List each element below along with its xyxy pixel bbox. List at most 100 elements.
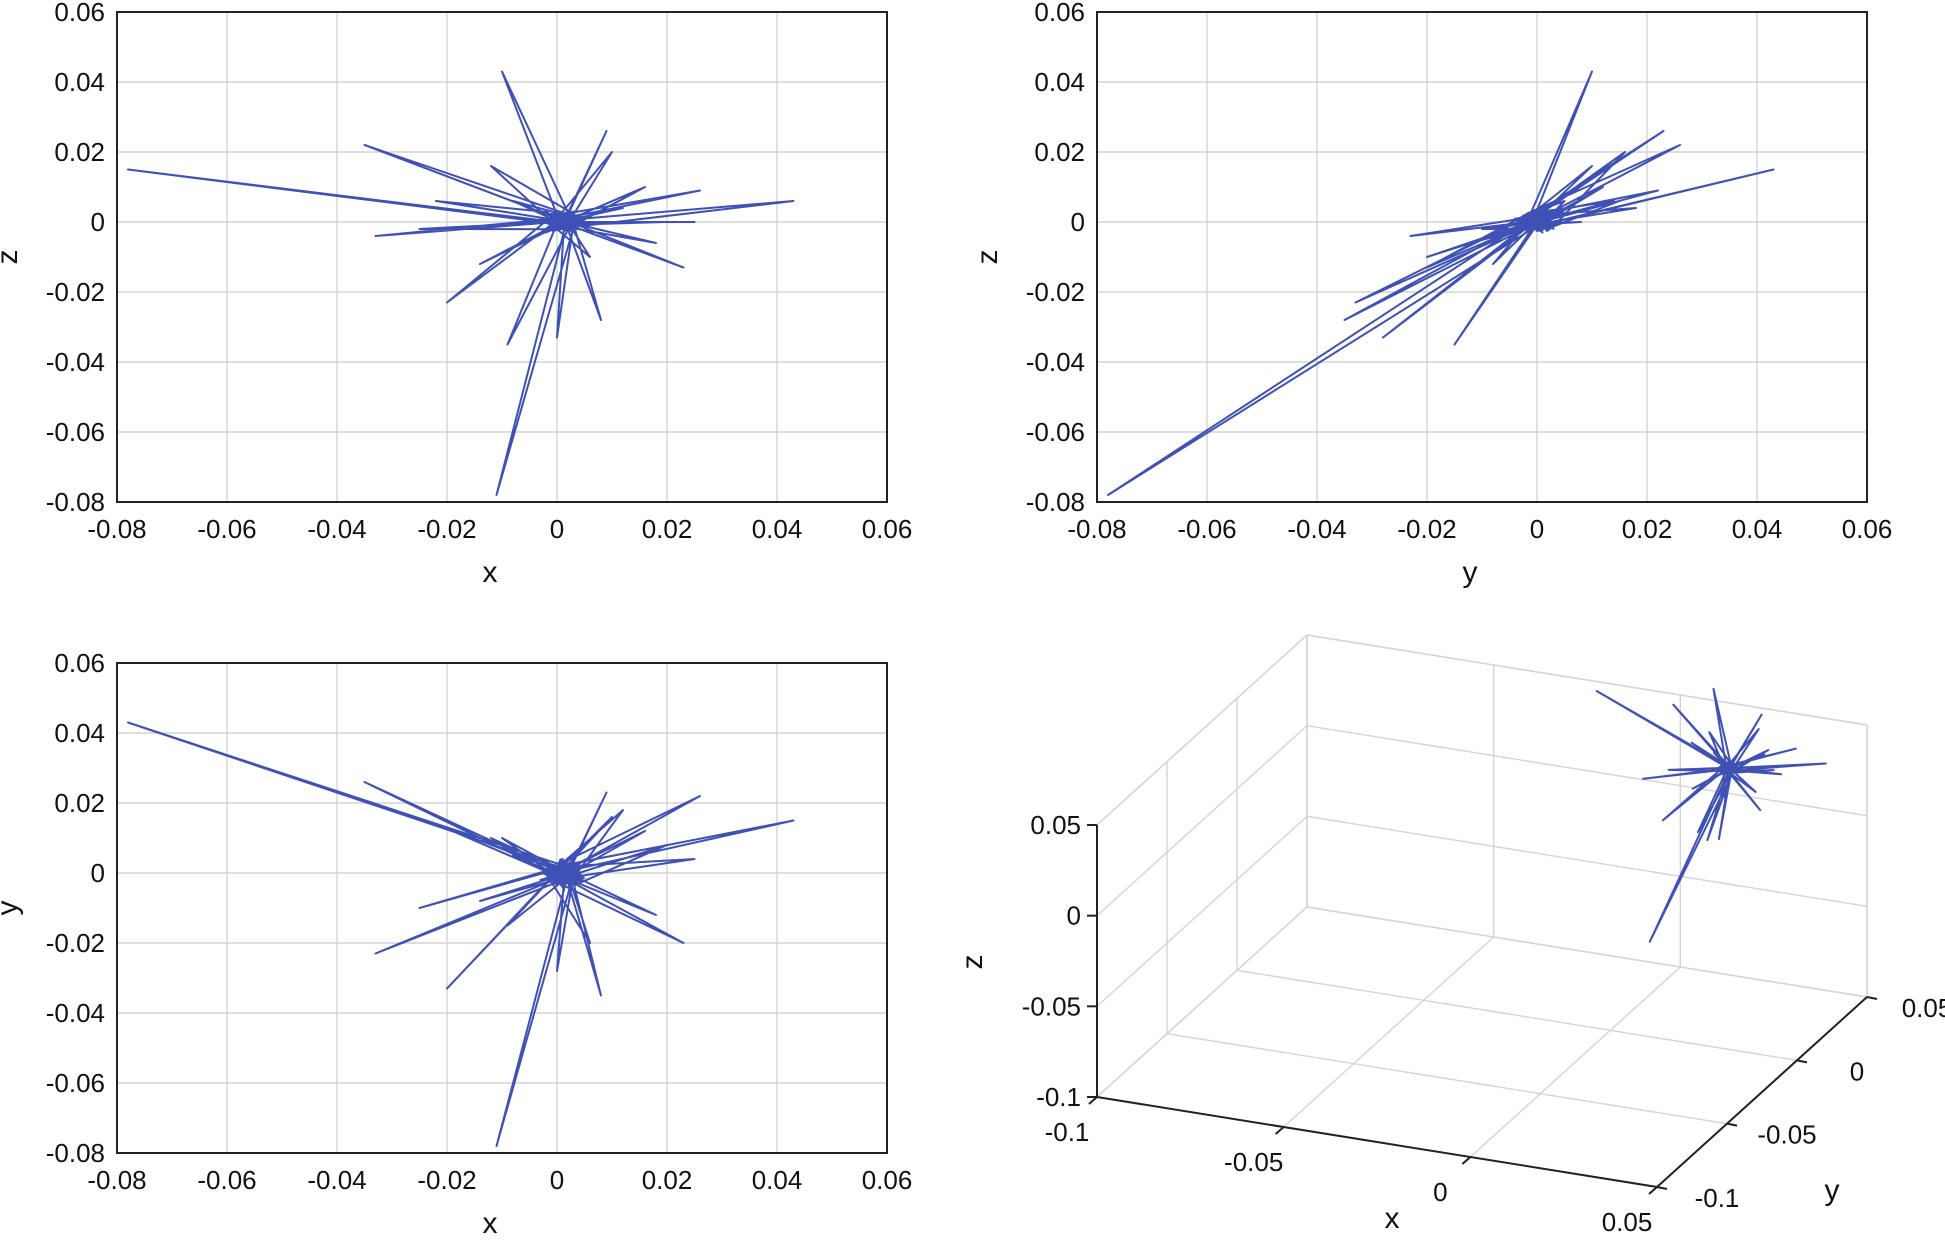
y-tick-mark	[1726, 1122, 1738, 1127]
y-tick-label: -0.08	[1026, 487, 1085, 517]
x-axis-label: x	[1385, 1202, 1400, 1235]
x-tick-label: 0.02	[642, 1165, 693, 1195]
axes-frame	[116, 662, 888, 1154]
y-tick-label: 0.05	[1902, 993, 1945, 1023]
trajectory-line	[1107, 70, 1775, 496]
x-tick-label: -0.08	[87, 514, 146, 544]
grid-line-back-z	[1306, 815, 1868, 908]
y-tick-label: 0.04	[54, 718, 105, 748]
grid-line-back-z	[1306, 724, 1868, 817]
x-tick-label: 0.02	[642, 514, 693, 544]
x-tick-mark	[1088, 1096, 1098, 1105]
x-tick-label: 0	[1433, 1177, 1447, 1207]
z-tick-label: -0.1	[1036, 1082, 1081, 1112]
x-axis-label: x	[483, 1207, 498, 1240]
axes-frame	[1096, 11, 1868, 503]
x-tick-label: -0.08	[87, 1165, 146, 1195]
y-axis-label: z	[971, 250, 1004, 265]
x-tick-label: -0.06	[1177, 514, 1236, 544]
y-axis-label: y	[0, 901, 24, 916]
panel-yz: -0.08 -0.06 -0.04 -0.02 0 0.02 0.04 0.06 -0.08 -0…	[971, 0, 1892, 589]
x-tick-label: 0.06	[1842, 514, 1893, 544]
y-axis-label: y	[1825, 1174, 1840, 1207]
x-tick-label: -0.02	[417, 514, 476, 544]
trajectory-line	[127, 721, 795, 1147]
x-axis-label: x	[483, 556, 498, 589]
y-tick-label: -0.04	[1026, 347, 1085, 377]
grid-line-side-z	[1096, 815, 1308, 1007]
grid-line-floor-y	[1236, 969, 1798, 1062]
z-tick-label: 0.05	[1030, 810, 1081, 840]
x-tick-mark	[1648, 1186, 1658, 1195]
y-tick-label: -0.06	[1026, 417, 1085, 447]
grid-line-floor-y	[1166, 1032, 1728, 1125]
x-tick-label: 0.04	[752, 514, 803, 544]
z-axis-label: z	[956, 955, 989, 970]
y-tick-label: -0.08	[46, 487, 105, 517]
axes-frame	[116, 11, 888, 503]
y-tick-label: 0.02	[1034, 137, 1085, 167]
y-tick-label: 0	[1850, 1056, 1864, 1086]
y-tick-label: 0.06	[54, 648, 105, 678]
panel-xyz-3d: -0.1 -0.05 0 0.05 -0.1 -0.05 0 0.05 -0.1 -0.05 0 0.…	[956, 634, 1945, 1237]
y-tick-label: 0	[91, 207, 105, 237]
y-tick-mark	[1656, 1186, 1668, 1190]
x-tick-label: 0.04	[752, 1165, 803, 1195]
y-tick-label: 0.02	[54, 137, 105, 167]
panel-xz: -0.08 -0.06 -0.04 -0.02 0 0.02 0.04 0.06 -0.08 -0…	[0, 0, 912, 589]
pane-edge	[1306, 634, 1868, 726]
x-tick-label: 0.04	[1732, 514, 1783, 544]
grid-line-floor-x	[1283, 936, 1495, 1128]
trajectory-line-3d	[1595, 687, 1827, 943]
y-tick-label: -0.08	[46, 1138, 105, 1168]
grid-line-side-z	[1096, 725, 1308, 917]
y-tick-label: -0.02	[46, 928, 105, 958]
y-tick-mark	[1796, 1059, 1808, 1064]
x-tick-label: -0.06	[197, 514, 256, 544]
y-tick-label: 0.06	[1034, 0, 1085, 27]
y-axis-label: z	[0, 250, 24, 265]
grid-line-back-z	[1306, 906, 1868, 998]
y-tick-mark	[1866, 996, 1878, 1000]
y-tick-label: -0.04	[46, 347, 105, 377]
y-tick-label: -0.06	[46, 417, 105, 447]
y-tick-label: -0.05	[1757, 1120, 1816, 1150]
grid-line-side-z	[1096, 906, 1308, 1098]
x-tick-label: 0.02	[1622, 514, 1673, 544]
x-tick-label: 0.06	[862, 1165, 913, 1195]
x-tick-label: -0.08	[1067, 514, 1126, 544]
x-tick-label: -0.02	[1397, 514, 1456, 544]
y-tick-label: 0	[1071, 207, 1085, 237]
panel-xy: -0.08 -0.06 -0.04 -0.02 0 0.02 0.04 0.06 -0.08 -0…	[0, 648, 912, 1240]
x-tick-label: -0.04	[307, 514, 366, 544]
z-tick-label: -0.05	[1022, 991, 1081, 1021]
x-tick-label: -0.04	[307, 1165, 366, 1195]
x-tick-label: -0.02	[417, 1165, 476, 1195]
y-tick-label: -0.02	[46, 277, 105, 307]
z-tick-label: 0	[1067, 901, 1081, 931]
y-tick-label: -0.02	[1026, 277, 1085, 307]
y-tick-label: -0.1	[1695, 1183, 1740, 1213]
y-tick-label: -0.06	[46, 1068, 105, 1098]
y-tick-label: 0.04	[54, 67, 105, 97]
x-tick-label: 0	[1530, 514, 1544, 544]
x-tick-mark	[1461, 1156, 1471, 1165]
x-tick-label: -0.1	[1045, 1117, 1090, 1147]
x-tick-mark	[1275, 1126, 1285, 1135]
x-tick-label: 0	[550, 514, 564, 544]
x-tick-label: 0.06	[862, 514, 913, 544]
x-tick-label: -0.05	[1224, 1147, 1283, 1177]
y-tick-label: 0.04	[1034, 67, 1085, 97]
x-axis-line	[1096, 1096, 1658, 1188]
x-tick-label: 0	[550, 1165, 564, 1195]
x-tick-label: -0.06	[197, 1165, 256, 1195]
y-tick-label: 0.02	[54, 788, 105, 818]
grid-line-floor-x	[1469, 966, 1681, 1158]
x-tick-label: -0.04	[1287, 514, 1346, 544]
trajectory-line	[127, 70, 795, 496]
y-axis-line	[1656, 996, 1868, 1188]
y-tick-label: -0.04	[46, 998, 105, 1028]
x-axis-label: y	[1463, 556, 1478, 589]
x-tick-label: 0.05	[1602, 1207, 1653, 1237]
